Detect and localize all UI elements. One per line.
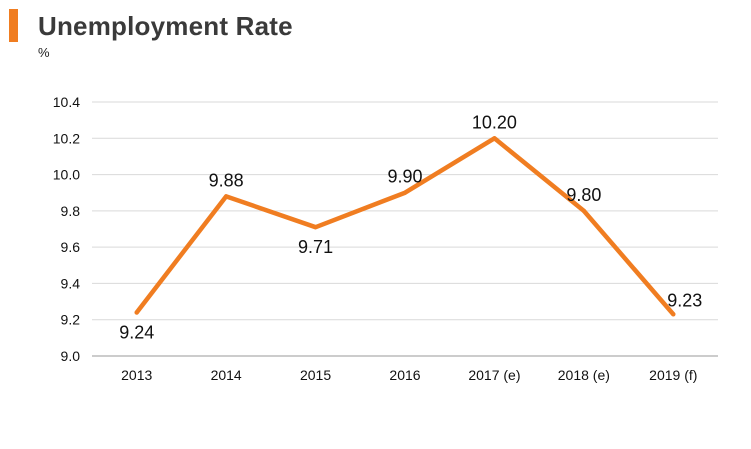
- series-layer: [134, 136, 676, 317]
- data-point: [224, 194, 229, 199]
- data-point: [581, 208, 586, 213]
- x-tick-label: 2018 (e): [558, 367, 610, 383]
- gridlines: [92, 101, 718, 357]
- x-tick-label: 2014: [211, 367, 242, 383]
- y-tick-label: 9.2: [61, 312, 81, 328]
- y-tick-label: 9.4: [61, 275, 81, 291]
- x-tick-label: 2019 (f): [649, 367, 697, 383]
- x-tick-label: 2015: [300, 367, 331, 383]
- data-point: [671, 312, 676, 317]
- data-label: 9.24: [119, 322, 154, 342]
- y-tick-label: 9.8: [61, 203, 81, 219]
- chart-title: Unemployment Rate: [38, 11, 293, 41]
- data-point: [492, 136, 497, 141]
- y-tick-label: 9.0: [61, 348, 81, 364]
- series-line: [134, 136, 676, 317]
- data-label: 9.23: [667, 290, 702, 310]
- unit-label: %: [38, 45, 50, 60]
- data-labels: 9.24 9.88 9.71 9.90 10.20 9.80 9.23: [119, 112, 702, 342]
- y-axis-ticks: 9.0 9.2 9.4 9.6 9.8 10.0 10.2 10.4: [53, 94, 80, 364]
- data-point: [403, 190, 407, 195]
- y-tick-label: 10.4: [53, 94, 80, 110]
- y-tick-label: 10.2: [53, 130, 80, 146]
- y-tick-label: 9.6: [61, 239, 81, 255]
- data-label: 9.90: [387, 167, 422, 187]
- data-label: 9.71: [298, 237, 333, 257]
- x-tick-label: 2017 (e): [468, 367, 520, 383]
- x-axis-ticks: 2013 2014 2015 2016 2017 (e) 2018 (e) 2019 (f): [121, 367, 697, 383]
- data-point: [134, 310, 139, 315]
- data-label: 10.20: [472, 112, 517, 132]
- data-label: 9.80: [566, 185, 601, 205]
- data-label: 9.88: [209, 170, 244, 190]
- data-point: [313, 225, 318, 230]
- y-tick-label: 10.0: [53, 167, 80, 183]
- title-accent-bar: [9, 9, 18, 42]
- x-tick-label: 2016: [389, 367, 420, 383]
- x-tick-label: 2013: [121, 367, 152, 383]
